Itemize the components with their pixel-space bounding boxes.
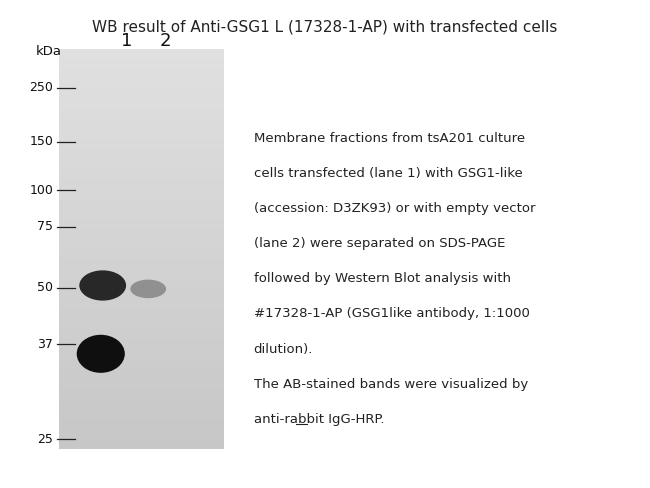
Bar — [58, 399, 224, 409]
Bar — [58, 329, 224, 339]
Bar — [58, 99, 224, 109]
Text: anti-rabbit IgG-HRP.: anti-rabbit IgG-HRP. — [254, 413, 384, 426]
Text: (accession: D3ZK93) or with empty vector: (accession: D3ZK93) or with empty vector — [254, 202, 535, 215]
Bar — [58, 199, 224, 209]
Ellipse shape — [77, 335, 125, 373]
Text: 37: 37 — [38, 338, 53, 350]
Bar — [58, 89, 224, 99]
Text: 25: 25 — [38, 433, 53, 446]
Bar — [58, 59, 224, 69]
Bar — [58, 299, 224, 309]
Ellipse shape — [131, 280, 166, 298]
Text: The AB-stained bands were visualized by: The AB-stained bands were visualized by — [254, 378, 528, 391]
Text: 100: 100 — [29, 184, 53, 197]
Bar — [58, 209, 224, 219]
Bar — [58, 139, 224, 149]
Text: Membrane fractions from tsA201 culture: Membrane fractions from tsA201 culture — [254, 132, 525, 145]
Bar — [58, 319, 224, 329]
Bar — [58, 269, 224, 279]
Bar — [58, 309, 224, 319]
Bar — [58, 359, 224, 369]
Bar — [58, 229, 224, 239]
Bar — [58, 279, 224, 289]
Bar — [58, 249, 224, 259]
Bar — [58, 169, 224, 179]
Bar — [58, 369, 224, 379]
Text: kDa: kDa — [36, 45, 62, 58]
Text: 75: 75 — [37, 221, 53, 233]
Bar — [58, 439, 224, 449]
Bar — [58, 109, 224, 119]
Bar — [58, 79, 224, 89]
Ellipse shape — [79, 270, 126, 301]
Bar — [58, 379, 224, 389]
Bar — [58, 389, 224, 399]
Text: 150: 150 — [29, 135, 53, 148]
Text: cells transfected (lane 1) with GSG1-like: cells transfected (lane 1) with GSG1-lik… — [254, 167, 522, 180]
Bar — [58, 409, 224, 419]
Bar — [58, 179, 224, 189]
Bar — [58, 349, 224, 359]
Bar — [58, 159, 224, 169]
Bar — [58, 219, 224, 229]
Text: followed by Western Blot analysis with: followed by Western Blot analysis with — [254, 272, 510, 285]
Bar — [58, 419, 224, 429]
Bar — [58, 129, 224, 139]
Text: (lane 2) were separated on SDS-PAGE: (lane 2) were separated on SDS-PAGE — [254, 237, 505, 250]
Text: 1: 1 — [121, 33, 133, 50]
Bar — [58, 289, 224, 299]
Text: #17328-1-AP (GSG1like antibody, 1:1000: #17328-1-AP (GSG1like antibody, 1:1000 — [254, 307, 529, 321]
Bar — [58, 149, 224, 159]
Bar — [58, 259, 224, 269]
Bar — [58, 339, 224, 349]
Text: 250: 250 — [29, 81, 53, 94]
Bar — [58, 189, 224, 199]
Bar — [58, 119, 224, 129]
Text: 2: 2 — [160, 33, 172, 50]
Bar — [58, 239, 224, 249]
Bar — [58, 69, 224, 79]
Bar — [58, 49, 224, 59]
Text: WB result of Anti-GSG1 L (17328-1-AP) with transfected cells: WB result of Anti-GSG1 L (17328-1-AP) wi… — [92, 20, 558, 35]
Text: 50: 50 — [37, 282, 53, 294]
Bar — [58, 429, 224, 439]
Text: dilution).: dilution). — [254, 343, 313, 356]
